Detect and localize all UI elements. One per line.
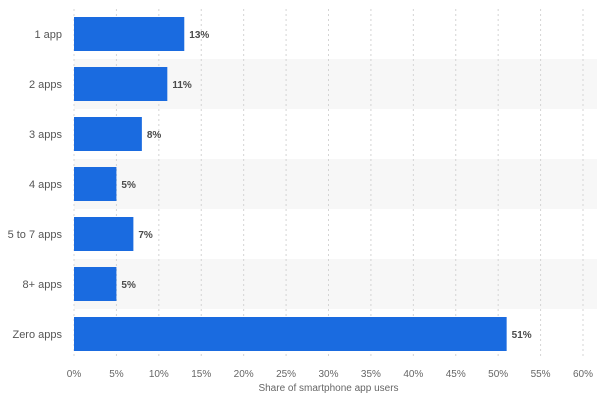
bar [74,267,117,301]
bar [74,17,185,51]
x-tick-labels: 0% 5% 10% 15% 20% 25% 30% 35% 40% 45% 50% 55% 60% [67,369,593,380]
bar [74,67,168,101]
value-labels: 13% 11% 8% 5% 7% 5% 51% [121,30,531,341]
value-label: 13% [189,30,209,41]
category-labels: 1 app 2 apps 3 apps 4 apps 5 to 7 apps 8+ app… [8,29,63,341]
value-label: 5% [121,280,136,291]
x-tick-label: 5% [109,369,124,380]
category-label: 3 apps [29,129,63,141]
x-tick-label: 15% [191,369,211,380]
x-tick-label: 20% [234,369,254,380]
row-bands [74,59,597,309]
value-label: 11% [172,80,192,91]
category-label: 8+ apps [23,279,63,291]
x-tick-label: 45% [446,369,466,380]
x-tick-label: 30% [318,369,338,380]
category-label: 1 app [34,29,62,41]
x-tick-label: 40% [403,369,423,380]
bars [74,17,507,351]
value-label: 7% [138,230,153,241]
value-label: 8% [147,130,162,141]
x-tick-label: 10% [149,369,169,380]
category-label: 2 apps [29,79,63,91]
row-band [74,259,597,309]
bar [74,117,142,151]
x-axis-title: Share of smartphone app users [258,383,398,394]
x-tick-label: 55% [531,369,551,380]
bar [74,167,117,201]
bar [74,217,134,251]
bar [74,317,507,351]
x-tick-label: 25% [276,369,296,380]
category-label: 4 apps [29,179,63,191]
x-tick-label: 50% [488,369,508,380]
row-band [74,159,597,209]
x-tick-label: 35% [361,369,381,380]
value-label: 51% [512,330,532,341]
category-label: 5 to 7 apps [8,229,63,241]
value-label: 5% [121,180,136,191]
category-label: Zero apps [12,329,62,341]
x-tick-label: 0% [67,369,82,380]
x-tick-label: 60% [573,369,593,380]
